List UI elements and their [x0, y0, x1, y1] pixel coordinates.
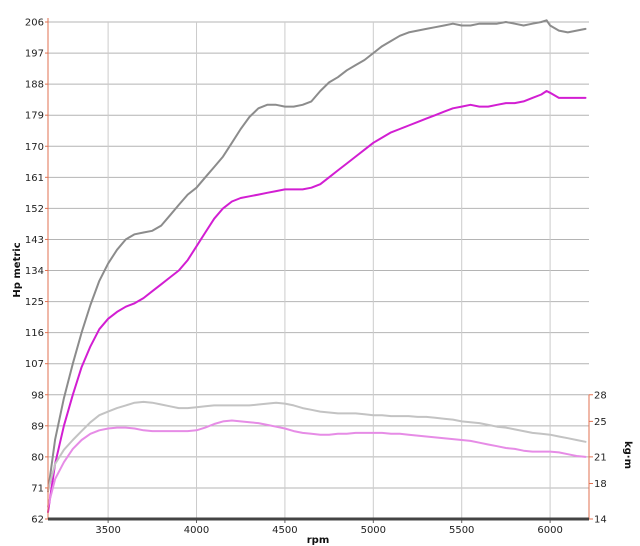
y-tick-label-4: 98	[31, 390, 44, 401]
y2-axis-label: kg·m	[622, 441, 633, 469]
y-axis-label: Hp metric	[12, 242, 23, 297]
x-tick-label-5: 6000	[537, 525, 562, 536]
y2-tick-label-0: 14	[594, 515, 607, 526]
y-tick-label-9: 143	[25, 235, 44, 246]
y2-tick-label-1: 18	[594, 479, 607, 490]
series-line-2	[47, 400, 587, 492]
y-tick-label-12: 170	[25, 142, 44, 153]
series-lines	[47, 19, 587, 514]
grid	[48, 21, 589, 520]
y2-tick-label-4: 28	[594, 390, 607, 401]
tick-labels: 62 71 80 89 98 107 116 125 134 143 152 161 170 179 188…	[25, 18, 607, 537]
y-tick-label-11: 161	[25, 173, 44, 184]
x-tick-label-4: 5500	[449, 525, 474, 536]
y-tick-label-14: 188	[25, 80, 44, 91]
y-tick-label-1: 71	[31, 483, 44, 494]
y-tick-label-13: 179	[25, 111, 44, 122]
x-tick-label-1: 4000	[184, 525, 209, 536]
y-tick-label-8: 134	[25, 266, 44, 277]
y-tick-label-10: 152	[25, 204, 44, 215]
y-tick-label-16: 206	[25, 18, 44, 29]
x-tick-label-0: 3500	[95, 525, 120, 536]
y-tick-label-6: 116	[25, 328, 44, 339]
y-tick-label-15: 197	[25, 49, 44, 60]
axes	[45, 18, 593, 523]
y-tick-label-7: 125	[25, 297, 44, 308]
y-tick-label-3: 89	[31, 421, 44, 432]
series-line-3	[47, 419, 587, 508]
series-line-1	[47, 90, 587, 514]
y-tick-label-0: 62	[31, 515, 44, 526]
series-line-0	[47, 19, 587, 493]
x-tick-label-2: 4500	[272, 525, 297, 536]
x-tick-label-3: 5000	[361, 525, 386, 536]
x-axis-label: rpm	[307, 535, 330, 546]
y-tick-label-2: 80	[31, 452, 44, 463]
y-tick-label-5: 107	[25, 359, 44, 370]
y2-tick-label-2: 21	[594, 452, 607, 463]
y2-tick-label-3: 25	[594, 417, 607, 428]
